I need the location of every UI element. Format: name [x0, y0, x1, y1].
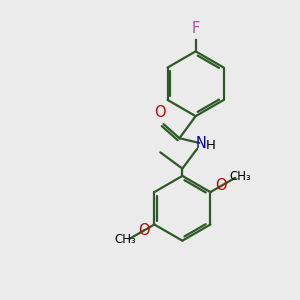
Text: O: O — [215, 178, 227, 194]
Text: CH₃: CH₃ — [114, 233, 136, 247]
Text: H: H — [206, 140, 216, 152]
Text: N: N — [195, 136, 206, 151]
Text: CH₃: CH₃ — [229, 170, 250, 183]
Text: F: F — [191, 21, 200, 36]
Text: O: O — [138, 223, 149, 238]
Text: O: O — [154, 105, 166, 120]
